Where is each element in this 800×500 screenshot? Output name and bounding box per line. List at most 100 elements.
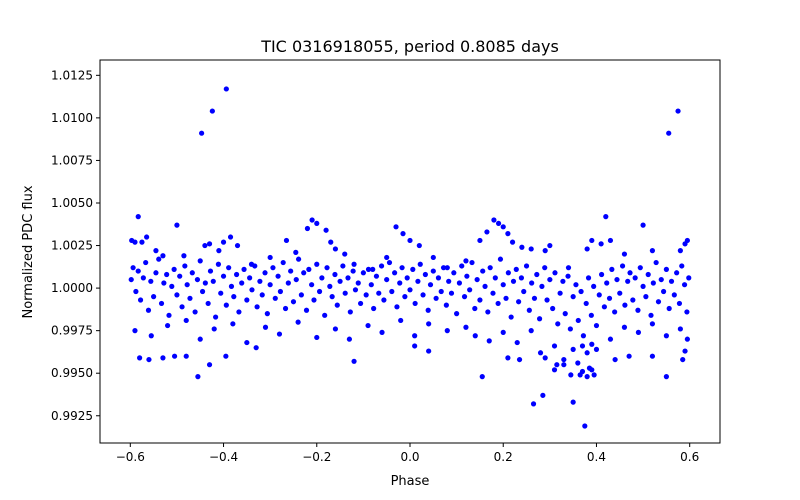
- data-point: [309, 282, 315, 288]
- data-point: [596, 292, 602, 298]
- data-point: [472, 305, 478, 312]
- data-point: [580, 333, 587, 339]
- data-point: [448, 290, 455, 296]
- x-tick-label: −0.6: [116, 450, 145, 464]
- data-point: [598, 271, 605, 278]
- data-point: [479, 374, 485, 380]
- data-point: [583, 300, 589, 307]
- data-point: [607, 336, 614, 342]
- data-point: [132, 328, 138, 334]
- data-point: [621, 324, 628, 330]
- data-point: [161, 280, 167, 286]
- data-point: [681, 282, 688, 288]
- data-point: [270, 265, 276, 271]
- data-point: [663, 333, 669, 339]
- data-point: [663, 374, 669, 380]
- data-point: [677, 248, 683, 254]
- data-point: [635, 329, 642, 335]
- x-axis-ticks: −0.6 −0.4 −0.2 0.0 0.2 0.4 0.6: [116, 443, 699, 464]
- data-point: [262, 270, 268, 276]
- data-point: [166, 312, 172, 318]
- data-point: [211, 326, 217, 332]
- data-point: [264, 311, 270, 317]
- data-point: [137, 355, 143, 361]
- data-point: [603, 214, 609, 220]
- data-point: [135, 214, 141, 220]
- data-point: [427, 282, 434, 288]
- data-point: [537, 350, 544, 356]
- data-point: [160, 253, 166, 259]
- data-point: [622, 302, 628, 308]
- data-point: [568, 372, 574, 378]
- data-point: [337, 278, 343, 284]
- data-point: [601, 304, 607, 310]
- x-tick-label: 0.4: [587, 450, 606, 464]
- data-point: [230, 321, 236, 327]
- data-point: [658, 276, 664, 283]
- data-point: [472, 333, 478, 339]
- y-tick-label: 0.9950: [51, 366, 93, 380]
- data-point: [290, 299, 297, 305]
- data-point: [585, 275, 592, 281]
- data-point: [519, 244, 525, 250]
- data-point: [635, 307, 641, 313]
- data-point: [400, 231, 406, 237]
- data-point: [649, 248, 656, 254]
- data-point: [477, 297, 483, 303]
- data-point: [627, 270, 633, 276]
- data-point: [684, 237, 690, 244]
- data-point: [285, 280, 291, 286]
- data-point: [668, 278, 675, 284]
- data-point: [202, 242, 208, 249]
- data-point: [526, 307, 532, 313]
- data-point: [589, 367, 595, 373]
- data-point: [588, 312, 594, 318]
- data-point: [426, 321, 432, 327]
- data-point: [199, 130, 205, 136]
- data-point: [189, 270, 195, 276]
- data-point: [275, 273, 281, 279]
- data-point: [547, 276, 553, 283]
- y-tick-label: 0.9925: [51, 409, 93, 423]
- data-point: [485, 309, 491, 315]
- data-point: [363, 292, 369, 298]
- data-point: [542, 355, 548, 361]
- data-point: [130, 265, 136, 271]
- data-point: [530, 401, 537, 407]
- data-point: [575, 360, 581, 366]
- data-point: [277, 288, 284, 295]
- y-tick-label: 1.0100: [51, 111, 93, 125]
- data-point: [578, 288, 584, 295]
- data-point: [426, 348, 432, 354]
- data-point: [443, 302, 449, 308]
- data-point: [132, 239, 138, 245]
- data-point: [540, 392, 546, 398]
- data-point: [314, 220, 320, 227]
- data-point: [144, 234, 150, 240]
- data-point: [459, 263, 465, 269]
- data-point: [164, 322, 171, 329]
- data-point: [505, 231, 511, 237]
- data-point: [151, 294, 157, 300]
- data-point: [621, 251, 628, 257]
- x-tick-label: 0.6: [680, 450, 699, 464]
- data-point: [649, 321, 656, 327]
- data-point: [227, 234, 234, 240]
- data-point: [384, 276, 390, 283]
- data-point: [528, 328, 534, 334]
- data-point: [368, 282, 374, 288]
- data-point: [334, 302, 340, 308]
- y-axis-label: Normalized PDC flux: [21, 185, 36, 318]
- data-point: [570, 346, 576, 352]
- data-point: [516, 356, 523, 363]
- data-point: [280, 259, 286, 266]
- data-point: [438, 288, 444, 295]
- data-point: [174, 292, 180, 298]
- y-tick-label: 1.0000: [51, 281, 93, 295]
- data-point: [254, 304, 260, 310]
- data-point: [342, 290, 348, 296]
- data-point: [477, 237, 483, 244]
- data-point: [565, 273, 571, 279]
- data-point: [482, 283, 488, 289]
- data-point: [579, 343, 586, 349]
